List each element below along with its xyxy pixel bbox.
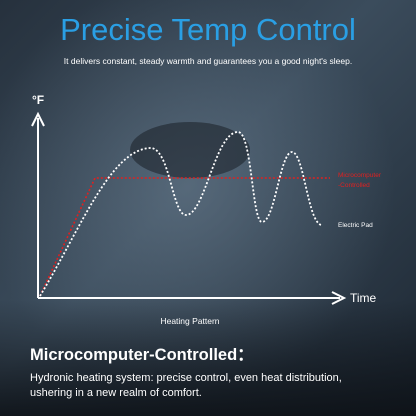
chart-caption: Heating Pattern bbox=[160, 316, 219, 326]
section-heading: Microcomputer-Controlled： bbox=[30, 346, 254, 364]
electric-pad-curve bbox=[39, 131, 323, 297]
series-label: Electric Pad bbox=[338, 222, 373, 229]
axes bbox=[31, 111, 347, 305]
figure-shadow bbox=[130, 122, 250, 178]
series-label: Microcomputer bbox=[338, 172, 382, 179]
section-body: ushering in a new realm of comfort. bbox=[30, 387, 202, 399]
y-axis-label: °F bbox=[32, 93, 44, 107]
series-label: -Controlled bbox=[338, 182, 370, 189]
bottom-fade bbox=[0, 300, 416, 416]
title: Precise Temp Control bbox=[60, 12, 356, 47]
x-axis-label: Time bbox=[350, 291, 377, 305]
section-body: Hydronic heating system: precise control… bbox=[30, 372, 342, 384]
subtitle: It delivers constant, steady warmth and … bbox=[64, 56, 352, 66]
